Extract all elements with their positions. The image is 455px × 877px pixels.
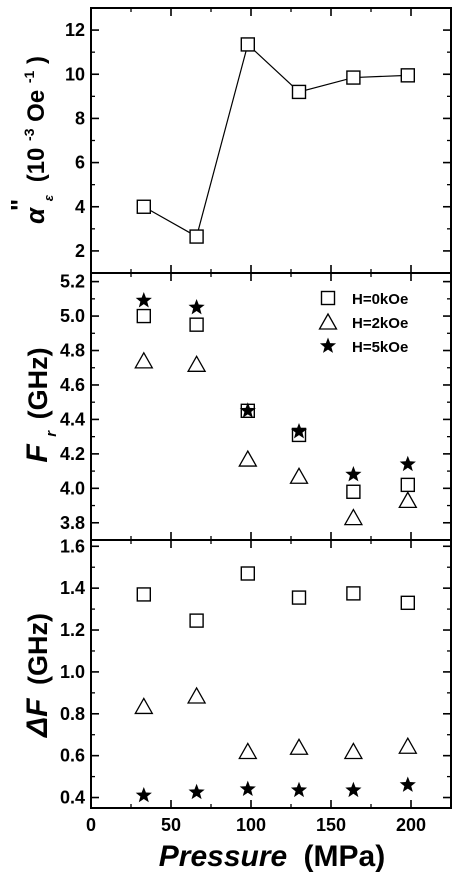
fr-units: (GHz) [23, 347, 53, 419]
data-point-square-open [189, 613, 204, 628]
data-point-star-filled [399, 455, 416, 472]
data-point-star-filled [239, 780, 256, 797]
y-tick-label: 12 [65, 20, 85, 40]
y-tick-label: 4.4 [60, 409, 85, 429]
data-point-triangle-open [289, 466, 309, 484]
y-tick-label: 6 [75, 153, 85, 173]
y-tick-label: 10 [65, 64, 85, 84]
alpha-units-open: (10 [23, 148, 50, 183]
alpha-units-mid: Oe [23, 90, 50, 122]
y-tick-label: 1.2 [60, 620, 85, 640]
data-point-square-open [189, 317, 204, 332]
legend-label: H=2kOe [352, 315, 408, 332]
data-point-square-open [346, 70, 361, 85]
x-axis-title: Pressure (MPa) [159, 840, 385, 873]
data-point-star-filled [290, 781, 308, 798]
x-tick-label: 200 [396, 815, 426, 835]
x-tick-label: 50 [161, 815, 181, 835]
delta-f-units: (GHz) [23, 613, 53, 685]
data-point-triangle-open [134, 351, 154, 369]
data-point-triangle-open [186, 354, 207, 372]
data-point-triangle-open [398, 736, 418, 754]
alpha-units-close: ) [23, 56, 50, 64]
data-point-square-open [189, 229, 204, 244]
alpha-panel: 2 4 6 8 10 12 α ε (10 -3 Oe -1 ) " [5, 7, 452, 274]
legend-marker-square-open [320, 290, 336, 306]
alpha-units-exp1: -3 [21, 128, 37, 141]
y-tick-label: 0.4 [60, 788, 85, 808]
x-axis-title-units: (MPa) [304, 840, 386, 873]
data-point-triangle-open [186, 686, 207, 704]
fr-y-axis-label: F r (GHz) [21, 347, 62, 462]
data-point-triangle-open [238, 449, 258, 467]
data-point-square-open [291, 590, 307, 605]
y-tick-label: 4.2 [60, 444, 85, 464]
data-point-triangle-open [343, 508, 364, 526]
y-tick-label: 4.6 [60, 375, 85, 395]
y-tick-label: 1.6 [60, 536, 85, 556]
data-point-triangle-open [398, 491, 418, 509]
y-tick-label: 5.0 [60, 306, 85, 326]
data-point-star-filled [345, 466, 362, 482]
data-point-triangle-open [134, 697, 154, 715]
data-point-square-open [346, 484, 361, 499]
data-point-star-filled [135, 786, 152, 803]
data-point-square-open [240, 566, 256, 581]
y-tick-label: 4.8 [60, 341, 85, 361]
alpha-symbol: α [20, 206, 50, 224]
y-tick-label: 0.8 [60, 704, 85, 724]
delta-f-panel: 0.4 0.6 0.8 1.0 1.2 1.4 1.6 0 50 100 150 200 ΔF (G… [21, 536, 452, 873]
data-point-square-open [240, 37, 256, 52]
y-tick-label: 4.0 [60, 478, 85, 498]
data-point-star-filled [188, 783, 205, 800]
data-point-triangle-open [289, 737, 309, 755]
delta-f-y-axis-label: ΔF (GHz) [21, 613, 54, 738]
y-tick-label: 1.0 [60, 662, 85, 682]
y-tick-label: 5.2 [60, 272, 85, 292]
alpha-subscript: ε [41, 194, 56, 201]
data-point-square-open [400, 477, 415, 493]
alpha-double-prime: " [5, 199, 35, 211]
data-point-star-filled [188, 298, 205, 315]
series-line [143, 43, 408, 238]
legend-label: H=0kOe [352, 291, 408, 308]
y-tick-label: 0.6 [60, 746, 85, 766]
y-tick-label: 1.4 [60, 578, 85, 598]
delta-f-panel-frame [90, 539, 452, 809]
y-tick-label: 8 [75, 108, 85, 128]
x-tick-label: 150 [316, 815, 346, 835]
data-point-star-filled [345, 781, 362, 798]
y-tick-label: 3.8 [60, 513, 85, 533]
y-tick-label: 2 [75, 241, 85, 261]
legend-marker-triangle-open [318, 312, 338, 330]
x-tick-label: 0 [86, 815, 96, 835]
legend-label: H=5kOe [352, 339, 408, 356]
data-point-square-open [136, 308, 152, 324]
legend-marker-star-filled [319, 337, 337, 353]
alpha-y-axis-label: α ε (10 -3 Oe -1 ) [13, 56, 59, 224]
data-point-square-open [291, 84, 307, 100]
y-tick-label: 4 [75, 197, 85, 217]
data-point-star-filled [290, 422, 308, 439]
fr-subscript: r [43, 430, 60, 437]
x-axis-title-main: Pressure [159, 840, 287, 873]
data-point-triangle-open [343, 742, 364, 760]
fr-legend: H=0kOe H=2kOe H=5kOe [318, 290, 408, 356]
fr-panel: 3.8 4.0 4.2 4.4 4.6 4.8 5.0 5.2 F r (GHz) H=0kO… [21, 272, 452, 541]
fr-symbol: F [21, 444, 54, 463]
data-point-square-open [400, 68, 415, 83]
data-point-star-filled [239, 402, 256, 418]
data-point-square-open [136, 587, 152, 602]
x-tick-label: 100 [236, 815, 266, 835]
data-point-triangle-open [238, 742, 258, 760]
data-point-square-open [136, 199, 152, 214]
data-point-square-open [400, 595, 415, 611]
data-point-star-filled [399, 776, 416, 792]
alpha-units-exp2: -1 [21, 70, 37, 83]
data-point-square-open [346, 586, 361, 601]
data-point-star-filled [135, 292, 152, 308]
delta-f-symbol: ΔF [21, 698, 54, 738]
